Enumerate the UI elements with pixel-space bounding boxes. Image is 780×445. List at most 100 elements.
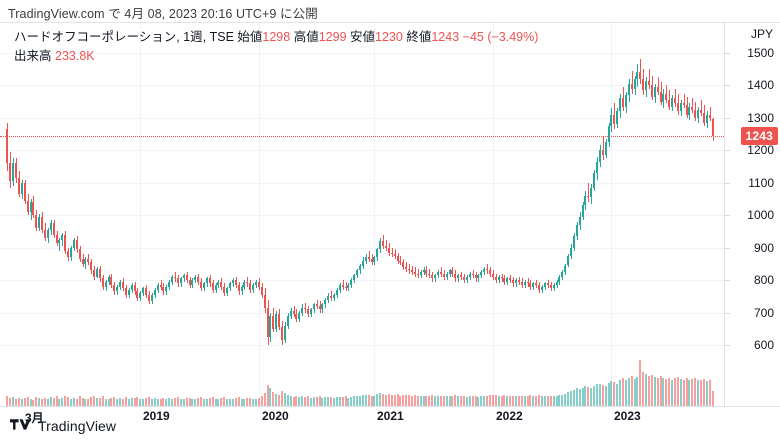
candle-body (333, 294, 335, 298)
candle-body (512, 280, 514, 284)
candle-wick (649, 69, 650, 89)
volume-bar (267, 384, 269, 406)
candle-body (345, 286, 347, 289)
volume-bar (495, 394, 497, 406)
volume-bar (451, 395, 453, 406)
volume-bar (602, 384, 604, 406)
grid-line-horizontal (0, 312, 724, 314)
volume-bar (573, 389, 575, 406)
volume-bar (131, 398, 133, 406)
time-tick-label: 2019 (143, 409, 170, 423)
volume-bar (651, 375, 653, 406)
candle-body (454, 273, 456, 279)
volume-bar (463, 395, 465, 406)
volume-bar (215, 399, 217, 406)
candle-body (324, 299, 326, 305)
candle-body (125, 288, 127, 295)
volume-bar (134, 398, 136, 406)
volume-bar (295, 395, 297, 406)
candle-body (567, 255, 569, 266)
volume-bar (220, 398, 222, 406)
price-tick-dash (725, 312, 730, 314)
candle-body (570, 247, 572, 256)
candle-body (501, 276, 503, 279)
volume-bar (313, 397, 315, 406)
volume-bar (362, 394, 364, 406)
candle-body (174, 276, 176, 279)
grid-line-vertical (374, 23, 375, 406)
volume-bar (217, 399, 219, 406)
candle-body (706, 114, 708, 123)
volume-bar (93, 396, 95, 406)
candle-body (47, 229, 49, 238)
volume-bar (596, 384, 598, 406)
volume-bar (486, 395, 488, 406)
candle-body (411, 270, 413, 272)
price-axis[interactable]: JPY 1500 1400 1300 1200 1100 1000 900 800 700 600… (724, 23, 780, 406)
candle-body (495, 276, 497, 281)
volume-bar (258, 398, 260, 406)
volume-bar (38, 398, 40, 406)
volume-bar (21, 399, 23, 406)
candle-body (189, 280, 191, 285)
volume-bar (180, 399, 182, 406)
volume-bar (449, 396, 451, 406)
candle-body (24, 182, 26, 201)
candle-body (709, 114, 711, 118)
candle-body (298, 312, 300, 320)
price-tick-dash (725, 117, 730, 119)
candle-body (301, 307, 303, 313)
volume-bar (301, 396, 303, 406)
grid-line-horizontal (0, 150, 724, 152)
candle-wick (305, 302, 306, 313)
volume-bar (379, 392, 381, 406)
candle-body (56, 234, 58, 243)
volume-bar (61, 398, 63, 406)
volume-bar (12, 397, 14, 406)
volume-bar (139, 399, 141, 406)
candle-body (408, 268, 410, 271)
candle-body (457, 275, 459, 279)
volume-bar (480, 396, 482, 406)
candle-body (275, 314, 277, 329)
time-tick-label: 2023 (614, 409, 641, 423)
candle-body (18, 177, 20, 195)
candle-body (290, 310, 292, 316)
candle-body (498, 276, 500, 281)
volume-bar (556, 396, 558, 406)
volume-bar (654, 377, 656, 406)
volume-bar (697, 380, 699, 406)
time-axis[interactable]: 3月 2019 2020 2021 2022 2023 (0, 407, 780, 429)
candle-body (119, 281, 121, 287)
volume-bar (18, 397, 20, 406)
volume-bar (148, 396, 150, 406)
candle-body (186, 275, 188, 281)
candle-wick (400, 255, 401, 266)
volume-bar (102, 395, 104, 406)
time-tick-label: 2021 (377, 409, 404, 423)
chart-plot-area[interactable] (0, 23, 724, 406)
candle-body (486, 268, 488, 271)
candle-body (613, 114, 615, 125)
candle-body (524, 281, 526, 285)
candle-body (336, 289, 338, 295)
candle-wick (675, 88, 676, 107)
candle-body (356, 270, 358, 276)
price-tick-dash (725, 150, 730, 152)
candle-body (642, 78, 644, 91)
volume-bar (47, 398, 49, 406)
price-tick-dash (725, 53, 730, 54)
grid-line-horizontal (0, 345, 724, 346)
candle-body (625, 95, 627, 107)
candle-body (420, 272, 422, 276)
volume-bar (610, 381, 612, 406)
volume-bar (489, 395, 491, 406)
candle-body (657, 87, 659, 92)
volume-bar (287, 395, 289, 406)
candle-body (414, 272, 416, 274)
candle-body (480, 272, 482, 276)
candle-body (402, 262, 404, 268)
volume-bar (35, 396, 37, 406)
candle-body (96, 268, 98, 277)
volume-bar (529, 395, 531, 406)
